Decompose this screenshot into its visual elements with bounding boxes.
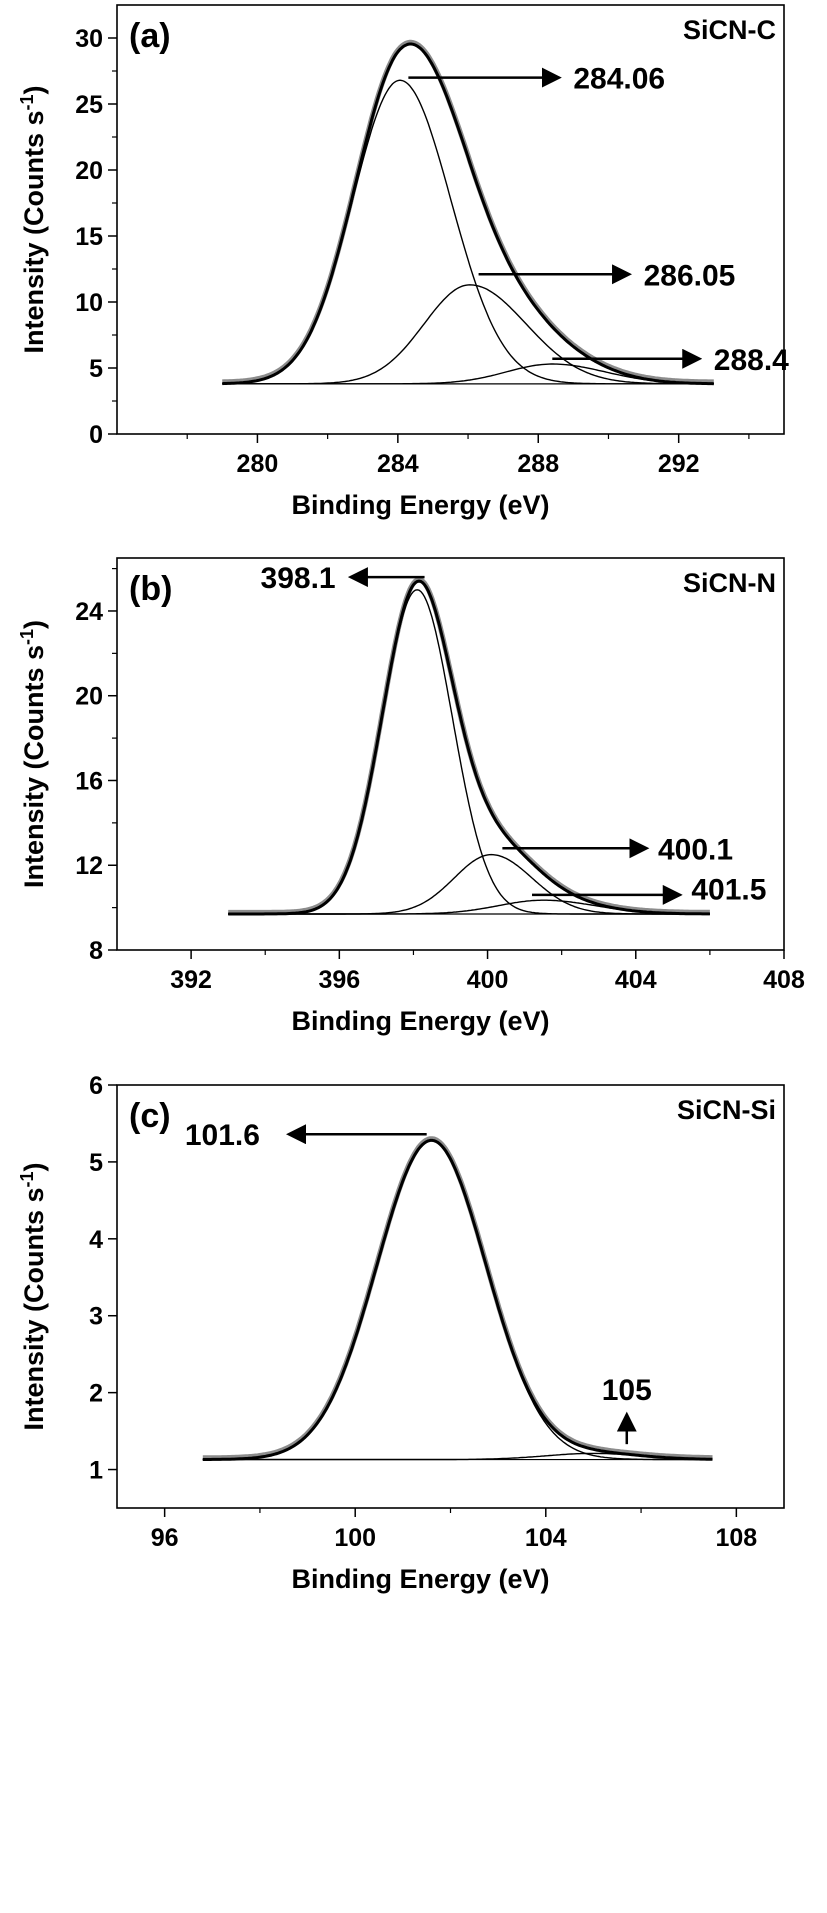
y-axis-label-main: Intensity (Counts s — [19, 1188, 49, 1431]
x-axis-label: Binding Energy (eV) — [291, 490, 549, 520]
peak-label: 105 — [602, 1374, 652, 1407]
component-peak-1 — [222, 79, 714, 385]
y-tick-label: 24 — [75, 598, 103, 626]
curves — [221, 39, 715, 386]
measured-envelope — [202, 1136, 714, 1461]
x-tick-label: 400 — [467, 966, 509, 994]
y-axis-label-superscript: -1 — [17, 1171, 37, 1187]
x-tick-label: 392 — [170, 966, 212, 994]
x-tick-label: 396 — [318, 966, 360, 994]
sample-label: SiCN-C — [683, 15, 776, 45]
x-axis-label: Binding Energy (eV) — [291, 1006, 549, 1036]
y-tick-label: 5 — [89, 1149, 103, 1177]
component-peak-2 — [222, 284, 714, 385]
component-peak-1 — [202, 1139, 713, 1461]
y-tick-label: 4 — [89, 1226, 103, 1254]
x-tick-label: 108 — [715, 1524, 757, 1552]
y-axis-label: Intensity (Counts s-1) — [17, 620, 49, 888]
x-axis-label: Binding Energy (eV) — [291, 1564, 549, 1594]
sample-label: SiCN-N — [683, 568, 776, 598]
peak-label: 398.1 — [261, 562, 336, 595]
y-tick-label: 20 — [75, 157, 103, 185]
chart-panel-c: 96 100 104 108 1 2 3 4 5 6 Binding Energy (eV) Inte… — [17, 1072, 785, 1594]
plot-frame — [116, 557, 785, 951]
curves — [202, 1136, 714, 1461]
y-axis-label-superscript: -1 — [17, 629, 37, 645]
plot-frame — [116, 4, 785, 435]
y-tick-label: 6 — [89, 1072, 103, 1100]
y-tick-label: 12 — [75, 852, 103, 880]
peak-label: 401.5 — [691, 874, 766, 907]
chart-panel-b: 392 396 400 404 408 8 12 16 20 24 Binding Energy (… — [17, 557, 805, 1036]
y-axis-label-close: ) — [19, 620, 49, 629]
component-peak-3 — [228, 899, 710, 915]
y-tick-label: 25 — [75, 91, 103, 119]
peak-label: 286.05 — [644, 259, 736, 292]
y-tick-label: 2 — [89, 1380, 103, 1408]
component-peak-2 — [228, 853, 710, 915]
chart-panel-a: 280 284 288 292 0 5 10 15 20 25 30 Binding Energy (… — [17, 4, 789, 520]
y-tick-label: 15 — [75, 223, 103, 251]
y-tick-label: 3 — [89, 1303, 103, 1331]
y-tick-label: 10 — [75, 289, 103, 317]
component-peak-3 — [222, 363, 714, 385]
panel-label: (b) — [129, 570, 172, 608]
peak-label: 101.6 — [185, 1119, 260, 1152]
x-tick-label: 284 — [377, 450, 419, 478]
peak-label: 284.06 — [573, 63, 665, 96]
panel-label: (c) — [129, 1097, 171, 1135]
y-tick-label: 5 — [89, 355, 103, 383]
y-tick-label: 30 — [75, 25, 103, 53]
y-axis-label-main: Intensity (Counts s — [19, 111, 49, 354]
peak-label: 400.1 — [658, 833, 733, 866]
x-tick-label: 404 — [615, 966, 657, 994]
sample-label: SiCN-Si — [677, 1095, 776, 1125]
y-tick-label: 1 — [89, 1457, 103, 1485]
y-tick-label: 8 — [89, 937, 103, 965]
y-axis-label-superscript: -1 — [17, 94, 37, 110]
fitted-envelope — [202, 1138, 713, 1461]
x-tick-label: 280 — [237, 450, 279, 478]
panel-label: (a) — [129, 17, 171, 55]
y-tick-label: 20 — [75, 683, 103, 711]
x-tick-label: 292 — [658, 450, 700, 478]
x-tick-label: 408 — [763, 966, 805, 994]
x-tick-label: 104 — [525, 1524, 567, 1552]
component-peak-2 — [202, 1452, 713, 1461]
x-tick-label: 96 — [151, 1524, 179, 1552]
x-tick-label: 100 — [334, 1524, 376, 1552]
y-tick-label: 16 — [75, 767, 103, 795]
y-axis-label-main: Intensity (Counts s — [19, 645, 49, 888]
y-axis-label-close: ) — [19, 1162, 49, 1171]
x-tick-label: 288 — [517, 450, 559, 478]
y-axis-label-close: ) — [19, 85, 49, 94]
y-axis-label: Intensity (Counts s-1) — [17, 1162, 49, 1430]
curves — [227, 577, 711, 916]
y-tick-label: 0 — [89, 421, 103, 449]
peak-label: 288.4 — [714, 344, 789, 377]
y-axis-label: Intensity (Counts s-1) — [17, 85, 49, 353]
